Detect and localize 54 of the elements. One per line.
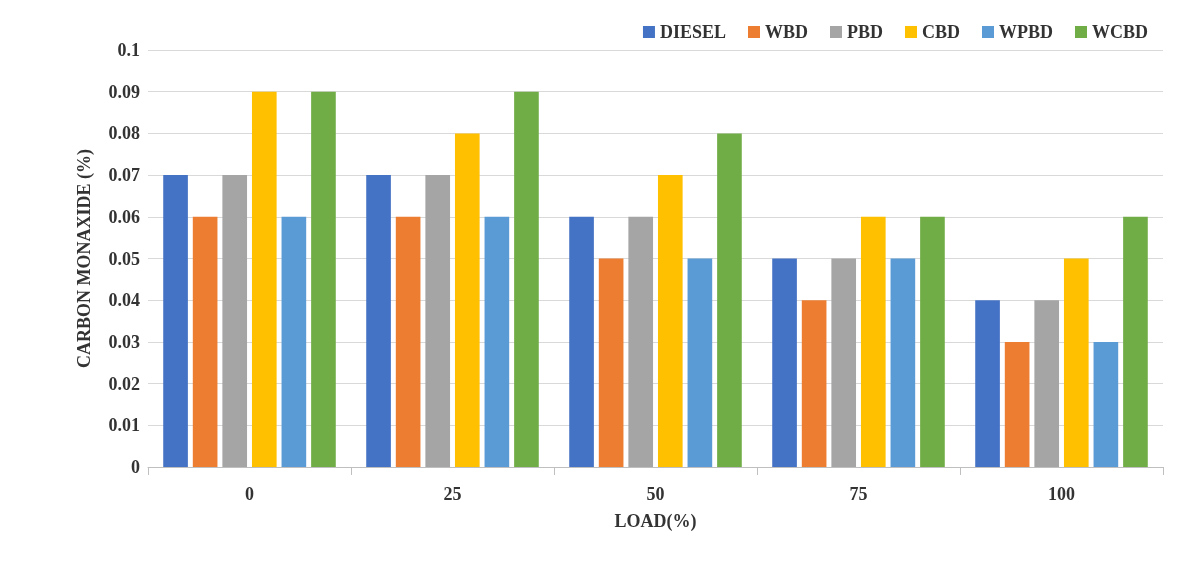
bar (717, 133, 742, 467)
bar (395, 216, 421, 467)
y-tick-label: 0.05 (108, 248, 140, 269)
y-tick-label: 0.08 (108, 123, 140, 144)
x-tick-label: 50 (646, 484, 665, 504)
bar (920, 216, 945, 467)
bar (222, 175, 248, 467)
y-axis-title: CARBON MONAXIDE (%) (74, 149, 95, 368)
bar (975, 300, 1000, 467)
bar (454, 133, 480, 467)
y-tick-label: 0.07 (108, 165, 140, 186)
x-axis-title: LOAD(%) (614, 511, 697, 532)
bar (163, 175, 188, 467)
y-tick-label: 0.01 (108, 415, 140, 436)
x-tick-label: 0 (245, 484, 254, 504)
bar (251, 91, 277, 467)
x-tick-label: 100 (1048, 484, 1075, 504)
bar (1123, 216, 1148, 467)
legend-label: WCBD (1092, 22, 1149, 42)
y-tick-label: 0 (131, 457, 140, 477)
y-tick-label: 0.09 (108, 81, 140, 102)
bar (366, 175, 391, 467)
bar (484, 216, 510, 467)
bar (657, 175, 683, 467)
legend-label: PBD (846, 22, 883, 42)
bar (425, 175, 451, 467)
bar (687, 258, 713, 467)
bar (192, 216, 218, 467)
legend-label: DIESEL (659, 22, 726, 42)
x-tick-label: 75 (849, 484, 868, 504)
bar (514, 91, 539, 467)
y-tick-label: 0.03 (108, 331, 140, 352)
y-tick-label: 0.04 (108, 290, 140, 311)
legend-label: CBD (921, 22, 961, 42)
y-tick-label: 0.02 (108, 373, 140, 394)
y-tick-label: 0.1 (117, 40, 140, 60)
bar (311, 91, 336, 467)
bar (1093, 341, 1119, 467)
bar (1004, 341, 1030, 467)
x-tick-label: 25 (443, 484, 462, 504)
bar (1034, 300, 1060, 467)
bar (281, 216, 307, 467)
bar (801, 300, 827, 467)
bar (628, 216, 654, 467)
bar (831, 258, 857, 467)
bar (772, 258, 797, 467)
legend-label: WPBD (999, 22, 1053, 42)
legend-label: WBD (764, 22, 808, 42)
bar (569, 216, 594, 467)
bar (890, 258, 916, 467)
bar (1063, 258, 1089, 467)
bar (860, 216, 886, 467)
bar (598, 258, 624, 467)
y-tick-label: 0.06 (108, 206, 140, 227)
